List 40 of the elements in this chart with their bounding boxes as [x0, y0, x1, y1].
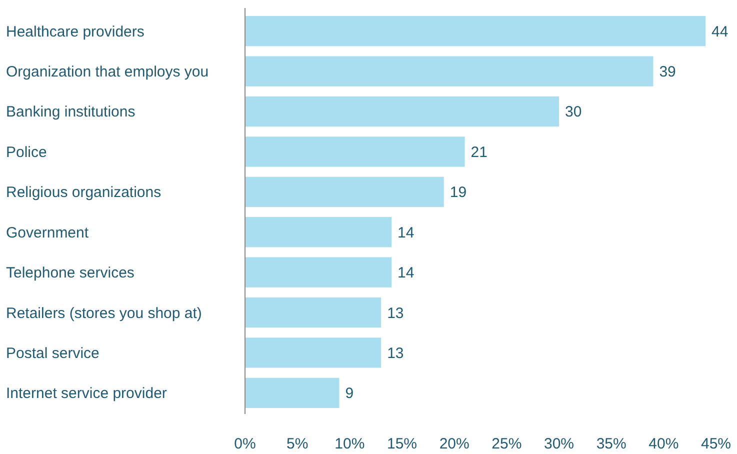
- data-label: 30: [565, 104, 582, 121]
- data-label: 44: [712, 23, 728, 40]
- data-label: 21: [470, 144, 488, 161]
- x-tick-label: 45%: [700, 435, 732, 452]
- bar: [245, 378, 340, 408]
- bar: [245, 297, 382, 328]
- x-tick-label: 15%: [386, 435, 418, 452]
- x-tick-label: 0%: [234, 435, 256, 452]
- data-label: 14: [398, 264, 414, 282]
- x-tick-label: 30%: [544, 435, 574, 452]
- bar: [245, 56, 654, 86]
- y-tick-label: Police: [6, 144, 47, 161]
- x-tick-label: 5%: [286, 435, 308, 452]
- y-tick-label: Government: [6, 224, 90, 242]
- x-tick-label: 20%: [439, 435, 470, 452]
- y-tick-label: Religious organizations: [6, 184, 162, 202]
- y-tick-label: Internet service provider: [6, 385, 167, 402]
- bar: [245, 257, 392, 288]
- bar: [245, 338, 382, 368]
- bar: [245, 16, 706, 46]
- x-tick-label: 10%: [334, 435, 365, 452]
- data-label: 9: [345, 385, 354, 402]
- bar: [245, 136, 465, 167]
- data-label: 14: [398, 224, 414, 242]
- y-tick-label: Organization that employs you: [6, 64, 209, 81]
- y-tick-label: Healthcare providers: [6, 23, 144, 40]
- data-label: 39: [659, 64, 676, 81]
- bar: [245, 217, 392, 248]
- x-tick-label: 40%: [648, 435, 679, 452]
- bar: [245, 96, 559, 127]
- x-tick-label: 25%: [492, 435, 522, 452]
- y-tick-label: Retailers (stores you shop at): [6, 304, 202, 322]
- y-tick-label: Telephone services: [6, 264, 134, 282]
- data-label: 13: [387, 344, 404, 362]
- x-tick-label: 35%: [596, 435, 626, 452]
- y-tick-label: Postal service: [6, 344, 100, 362]
- data-label: 19: [450, 184, 467, 202]
- bar: [245, 176, 444, 207]
- data-label: 13: [387, 304, 404, 322]
- y-tick-label: Banking institutions: [6, 104, 136, 121]
